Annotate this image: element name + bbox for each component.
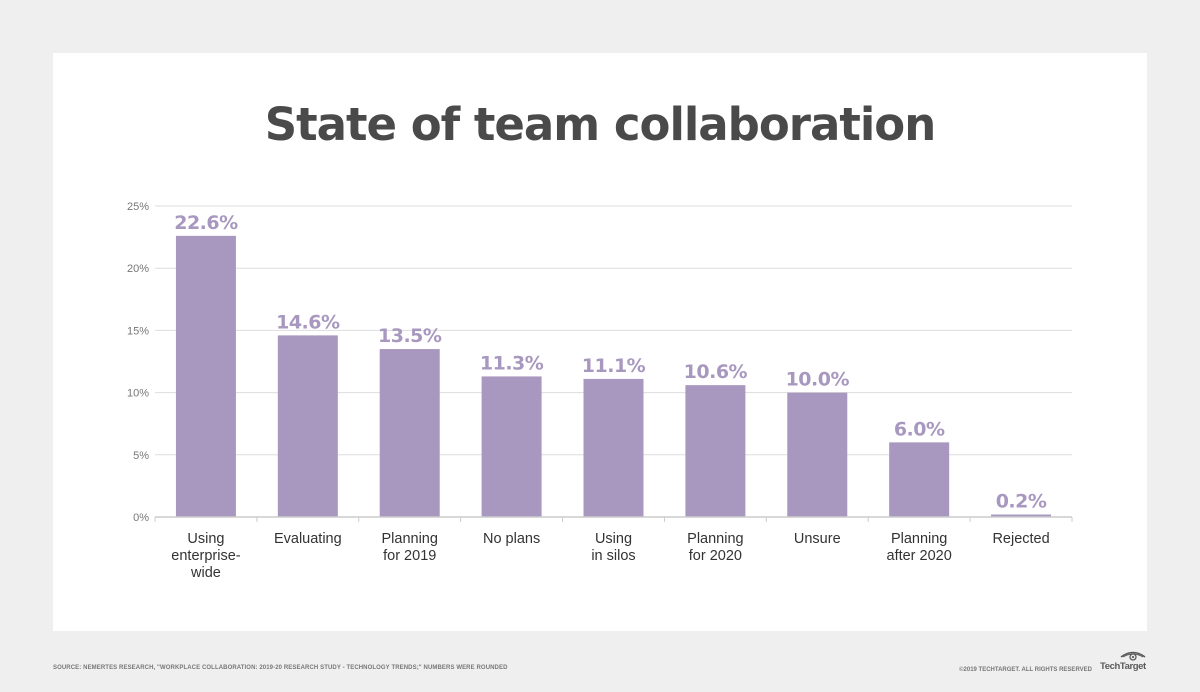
x-axis: [154, 516, 1073, 522]
category-label: Rejected: [992, 531, 1049, 547]
category-label: for 2020: [689, 548, 742, 564]
bar: [277, 335, 338, 517]
y-axis-ticks: 0% 5% 10% 15% 20% 25%: [127, 201, 149, 524]
bars: [175, 235, 1052, 517]
eye-icon: [1120, 651, 1146, 661]
techtarget-logo: TechTarget: [1100, 650, 1148, 676]
y-tick-label: 5%: [133, 450, 149, 462]
value-label: 11.1%: [582, 355, 646, 377]
y-tick-label: 15%: [127, 325, 149, 337]
value-label: 11.3%: [480, 352, 544, 374]
category-label: after 2020: [887, 548, 952, 564]
category-label: in silos: [591, 548, 635, 564]
bar: [889, 442, 950, 517]
category-label: Evaluating: [274, 531, 342, 547]
bar: [379, 349, 440, 517]
bar: [685, 385, 746, 517]
logo-text: TechTarget: [1100, 661, 1146, 672]
value-label: 22.6%: [174, 212, 238, 234]
category-label: Using: [187, 531, 224, 547]
bar: [175, 235, 236, 517]
category-label: Planning: [382, 531, 438, 547]
category-label: Using: [595, 531, 632, 547]
source-note: Source: Nemertes Research, "Workplace co…: [53, 665, 508, 671]
bar: [991, 514, 1052, 517]
category-label: No plans: [483, 531, 540, 547]
y-tick-label: 10%: [127, 388, 149, 400]
category-label: Planning: [687, 531, 743, 547]
value-label: 13.5%: [378, 325, 442, 347]
y-tick-label: 20%: [127, 263, 149, 275]
category-label: Unsure: [794, 531, 841, 547]
category-label: Planning: [891, 531, 947, 547]
y-tick-label: 25%: [127, 201, 149, 213]
copyright-note: ©2019 TechTarget. All rights reserved: [959, 667, 1092, 673]
category-label: enterprise-: [171, 548, 240, 564]
value-labels: 22.6% 14.6% 13.5% 11.3% 11.1% 10.6% 10.0% 6.0% 0…: [174, 212, 1047, 513]
chart-title: State of team collaboration: [264, 98, 936, 151]
y-tick-label: 0%: [133, 512, 149, 524]
value-label: 6.0%: [894, 418, 945, 440]
bar: [481, 376, 542, 517]
value-label: 10.6%: [684, 361, 748, 383]
value-label: 14.6%: [276, 311, 340, 333]
category-label: for 2019: [383, 548, 436, 564]
bar: [787, 392, 848, 517]
bar: [583, 378, 644, 517]
value-label: 0.2%: [996, 491, 1047, 513]
category-label: wide: [190, 565, 221, 581]
value-label: 10.0%: [786, 369, 850, 391]
